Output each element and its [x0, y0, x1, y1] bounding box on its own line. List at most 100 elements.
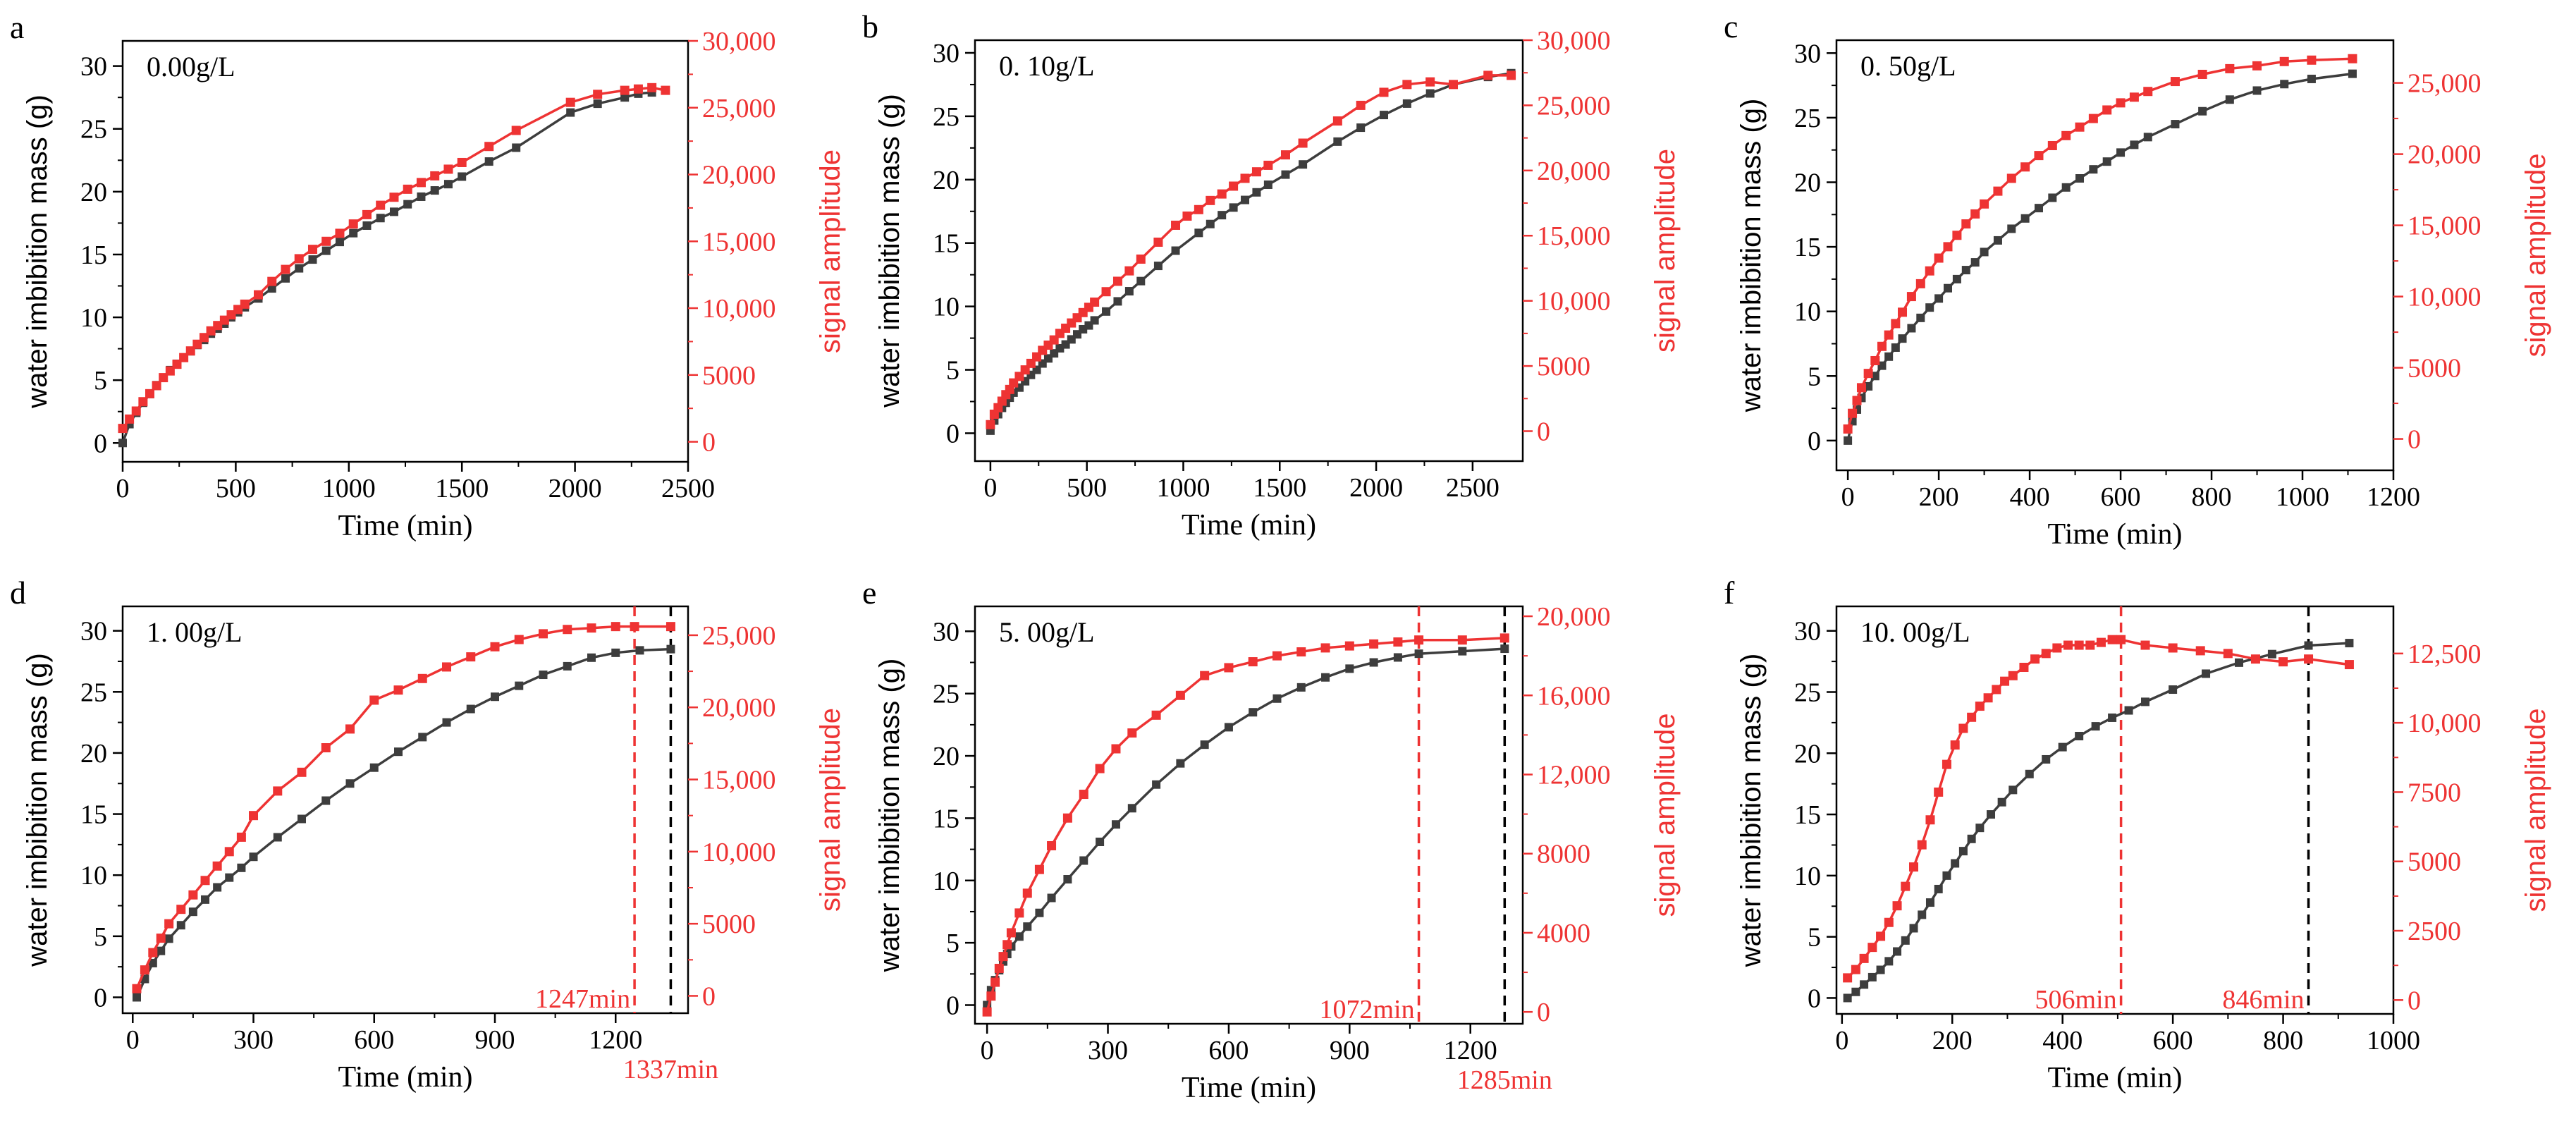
y-tick-label: 0	[1808, 984, 1821, 1013]
x-tick-label: 600	[1208, 1036, 1249, 1065]
y2-tick-label: 12,500	[2408, 640, 2482, 669]
data-point	[1034, 864, 1044, 874]
series-signal-amplitude	[132, 622, 675, 993]
y-axis-title: water imbibition mass (g)	[874, 94, 905, 408]
data-point	[1876, 965, 1885, 974]
data-point	[1047, 893, 1056, 903]
x-axis-title: Time (min)	[2048, 1062, 2183, 1094]
x-tick-label: 1500	[435, 474, 489, 503]
data-point	[417, 192, 426, 201]
data-point	[512, 143, 521, 152]
y2-tick-label: 10,000	[1537, 287, 1611, 317]
data-point	[458, 172, 467, 181]
x-tick-label: 300	[233, 1025, 274, 1055]
series-signal-amplitude	[982, 633, 1509, 1017]
data-point	[1967, 712, 1977, 722]
data-point	[1870, 372, 1879, 381]
data-point	[2063, 640, 2073, 650]
data-point	[2202, 669, 2211, 678]
x-tick-label: 0	[981, 1036, 994, 1065]
data-point	[297, 767, 307, 777]
data-point	[2048, 193, 2057, 202]
data-point	[1980, 247, 1989, 257]
data-point	[2143, 87, 2153, 97]
data-point	[1851, 987, 1860, 996]
data-point	[986, 420, 995, 429]
data-point	[2085, 640, 2095, 650]
data-point	[1458, 647, 1467, 656]
data-point	[1152, 780, 1161, 789]
y2-tick-label: 20,000	[702, 161, 776, 190]
data-point	[224, 847, 234, 857]
data-point	[1892, 901, 1902, 911]
y2-tick-label: 5000	[702, 910, 756, 939]
data-point	[1884, 330, 1894, 340]
y2-tick-label: 20,000	[2408, 140, 2482, 170]
data-point	[1272, 694, 1282, 703]
data-point	[587, 653, 596, 662]
data-point	[1369, 658, 1378, 667]
data-point	[1217, 189, 1227, 199]
data-point	[369, 695, 379, 705]
data-point	[132, 984, 142, 993]
data-point	[2225, 95, 2234, 104]
data-point	[1218, 211, 1227, 220]
y-tick-label: 25	[933, 680, 959, 709]
y-tick-label: 10	[1794, 298, 1821, 327]
x-tick-label: 2500	[661, 474, 715, 503]
data-point	[982, 1007, 992, 1017]
data-point	[403, 200, 412, 209]
data-point	[1457, 635, 1467, 645]
data-point	[1952, 274, 1961, 283]
data-point	[2025, 769, 2034, 778]
data-point	[1925, 898, 1934, 907]
data-point	[273, 786, 283, 796]
data-point	[200, 876, 210, 886]
y2-axis-title: signal amplitude	[2520, 708, 2551, 912]
data-point	[1194, 204, 1203, 214]
y2-tick-label: 0	[2408, 986, 2421, 1015]
annotation-label: 846min	[2222, 985, 2304, 1015]
data-point	[1925, 303, 1934, 312]
data-point	[1893, 947, 1902, 956]
y2-tick-label: 2500	[2408, 917, 2461, 946]
y2-tick-label: 5000	[1537, 352, 1590, 381]
data-point	[1006, 928, 1016, 938]
data-point	[1891, 319, 1901, 329]
y-tick-label: 30	[80, 617, 107, 647]
data-point	[1852, 396, 1862, 405]
data-point	[1062, 813, 1072, 823]
series-line	[986, 637, 1505, 1012]
data-point	[1176, 759, 1185, 768]
data-point	[335, 228, 345, 238]
panel-label: d	[10, 575, 26, 611]
data-point	[1014, 908, 1024, 918]
data-point	[491, 692, 500, 702]
data-point	[2348, 69, 2357, 78]
data-point	[566, 108, 575, 117]
data-point	[1915, 279, 1925, 288]
y2-tick-label: 15,000	[1537, 221, 1611, 251]
data-point	[1877, 361, 1887, 370]
series-line	[135, 625, 671, 989]
y-tick-label: 10	[80, 861, 107, 891]
series-line	[121, 91, 652, 443]
data-point	[1296, 647, 1306, 657]
data-point	[2225, 63, 2235, 73]
data-point	[267, 284, 276, 293]
y2-tick-label: 5000	[702, 361, 756, 391]
x-tick-label: 200	[1919, 482, 1959, 512]
data-point	[2124, 706, 2133, 715]
x-tick-label: 1200	[2367, 482, 2420, 512]
y-tick-label: 10	[933, 867, 959, 896]
data-point	[490, 642, 500, 651]
y2-tick-label: 7500	[2408, 778, 2461, 807]
data-point	[1859, 953, 1869, 963]
data-point	[148, 948, 158, 957]
data-point	[1901, 936, 1910, 945]
x-tick-label: 1200	[589, 1025, 642, 1055]
series-signal-amplitude	[1843, 635, 2354, 983]
panel-label: f	[1724, 575, 1735, 611]
data-point	[1200, 740, 1209, 750]
data-point	[1449, 80, 1459, 90]
